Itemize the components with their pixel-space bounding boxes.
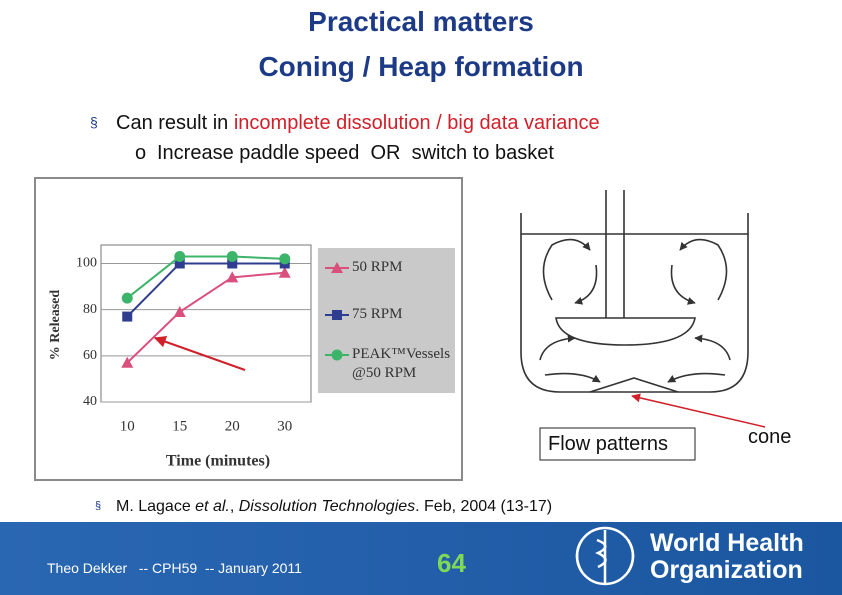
who-emblem xyxy=(575,526,635,586)
x-tick-label: 20 xyxy=(225,418,240,434)
ref-author: M. Lagace xyxy=(116,498,196,515)
sub-bullet: Increase paddle speed OR switch to baske… xyxy=(157,142,554,164)
bullet-highlight: incomplete dissolution / big data varian… xyxy=(233,112,600,134)
slide-title: Coning / Heap formation xyxy=(258,51,584,82)
caption-box xyxy=(539,427,696,461)
series-line xyxy=(126,255,285,299)
y-tick-label: 40 xyxy=(83,394,97,409)
legend-label: 75 RPM xyxy=(352,306,403,322)
vessel-diagram xyxy=(520,190,749,393)
y-axis-label: % Released xyxy=(48,290,63,361)
legend-label: 50 RPM xyxy=(352,259,403,275)
ref-sep: , xyxy=(229,498,239,515)
slide-title: Practical matters xyxy=(308,6,534,37)
chart: 40 60 80 100 10 15 20 30 Time (minutes) % Release… xyxy=(48,244,455,470)
org-name: Organization xyxy=(650,556,803,584)
callout: cone xyxy=(748,426,792,448)
point xyxy=(279,253,291,265)
point xyxy=(173,305,186,317)
ref-journal: Dissolution Technologies xyxy=(238,498,416,515)
point xyxy=(331,262,343,273)
series-line xyxy=(126,271,285,364)
point xyxy=(226,271,239,283)
legend-entry: PEAK™Vessels @50 RPM xyxy=(352,346,451,381)
figure-caption: Flow patterns xyxy=(548,433,669,455)
series-line xyxy=(126,262,285,318)
bullet-marker: § xyxy=(95,500,102,512)
footer-author: Theo Dekker -- CPH59 -- January 2011 xyxy=(47,560,302,576)
legend-label: PEAK™Vessels @50 RPM xyxy=(352,346,451,381)
legend-entry: 50 RPM xyxy=(352,259,403,275)
y-tick-label: 60 xyxy=(83,348,97,363)
sub-bullet-marker: o xyxy=(135,142,147,164)
point xyxy=(121,356,134,368)
bullet-text: Can result in xyxy=(116,112,234,134)
arrow xyxy=(631,393,766,428)
ref-etal: et al. xyxy=(195,498,230,515)
plot-area xyxy=(100,244,312,403)
x-axis-label: Time (minutes) xyxy=(166,453,270,470)
page-number: 64 xyxy=(437,548,466,578)
point xyxy=(122,311,133,322)
point xyxy=(332,310,342,320)
x-tick-label: 10 xyxy=(120,418,135,434)
arrow xyxy=(153,335,246,371)
reference: M. Lagace et al., Dissolution Technologi… xyxy=(116,498,552,516)
ref-rest: . Feb, 2004 (13-17) xyxy=(415,498,553,515)
bullet: Can result in incomplete dissolution / b… xyxy=(116,112,600,135)
bullet-marker: § xyxy=(90,114,98,130)
org-name: World Health xyxy=(650,529,804,557)
point xyxy=(278,266,291,278)
x-tick-label: 15 xyxy=(172,418,187,434)
x-tick-label: 30 xyxy=(277,418,292,434)
y-tick-label: 100 xyxy=(76,256,97,271)
point xyxy=(174,258,185,269)
point xyxy=(226,251,238,263)
point xyxy=(174,251,186,263)
point xyxy=(227,258,238,269)
legend-entry: 75 RPM xyxy=(352,306,403,322)
y-tick-label: 80 xyxy=(83,302,97,317)
footer-bar xyxy=(0,522,842,595)
point xyxy=(121,292,133,304)
point xyxy=(331,349,343,361)
